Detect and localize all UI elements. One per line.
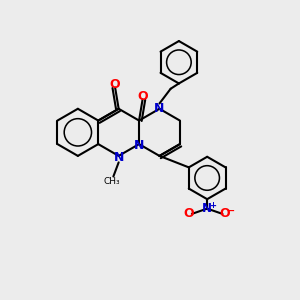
Text: CH₃: CH₃ xyxy=(103,177,120,186)
Text: O: O xyxy=(183,207,194,220)
Text: N: N xyxy=(154,102,165,115)
Text: N: N xyxy=(202,202,212,215)
Text: N: N xyxy=(113,151,124,164)
Text: O: O xyxy=(220,207,230,220)
Text: O: O xyxy=(110,78,120,91)
Text: +: + xyxy=(209,201,216,210)
Text: −: − xyxy=(227,206,235,216)
Text: N: N xyxy=(134,139,144,152)
Text: O: O xyxy=(137,90,148,103)
